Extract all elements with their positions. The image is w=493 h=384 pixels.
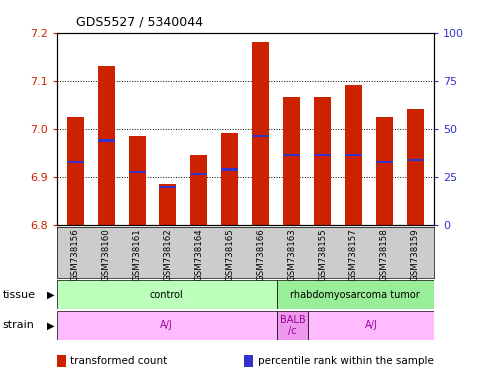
Text: strain: strain: [2, 320, 35, 331]
Text: GSM738158: GSM738158: [380, 228, 389, 281]
Text: GDS5527 / 5340044: GDS5527 / 5340044: [76, 16, 204, 29]
Bar: [98, 66, 115, 225]
Text: control: control: [150, 290, 183, 300]
Text: GSM738162: GSM738162: [164, 228, 173, 281]
Text: percentile rank within the sample: percentile rank within the sample: [258, 356, 434, 366]
Bar: [159, 184, 176, 225]
Bar: [159, 186, 176, 189]
Text: GSM738165: GSM738165: [225, 228, 234, 281]
Bar: [345, 154, 362, 156]
Bar: [190, 173, 208, 175]
Bar: [376, 117, 393, 225]
Text: BALB
/c: BALB /c: [280, 314, 305, 336]
Text: transformed count: transformed count: [70, 356, 168, 366]
Text: GSM738166: GSM738166: [256, 228, 265, 281]
Bar: [57, 311, 277, 340]
Text: GSM738155: GSM738155: [318, 228, 327, 281]
Bar: [98, 139, 115, 142]
Bar: [277, 280, 434, 309]
Text: tissue: tissue: [2, 290, 35, 300]
Bar: [407, 109, 424, 225]
Bar: [345, 86, 362, 225]
Bar: [277, 311, 308, 340]
Bar: [129, 136, 145, 225]
Text: GSM738164: GSM738164: [194, 228, 204, 281]
Bar: [190, 155, 208, 225]
Bar: [283, 154, 300, 156]
Bar: [129, 170, 145, 173]
Text: A/J: A/J: [160, 320, 173, 331]
Bar: [221, 168, 238, 170]
Text: ▶: ▶: [47, 290, 54, 300]
Text: GSM738163: GSM738163: [287, 228, 296, 281]
Bar: [314, 98, 331, 225]
Text: ▶: ▶: [47, 320, 54, 331]
Text: rhabdomyosarcoma tumor: rhabdomyosarcoma tumor: [290, 290, 420, 300]
Bar: [252, 42, 269, 225]
Text: GSM738157: GSM738157: [349, 228, 358, 281]
Text: GSM738161: GSM738161: [133, 228, 141, 281]
Bar: [57, 280, 277, 309]
Bar: [314, 154, 331, 156]
Bar: [376, 161, 393, 164]
Bar: [67, 117, 84, 225]
Bar: [283, 98, 300, 225]
Bar: [221, 134, 238, 225]
Text: GSM738160: GSM738160: [102, 228, 110, 281]
Text: GSM738156: GSM738156: [70, 228, 80, 281]
Bar: [67, 161, 84, 164]
Bar: [308, 311, 434, 340]
Bar: [252, 135, 269, 137]
Bar: [407, 159, 424, 161]
Text: A/J: A/J: [365, 320, 377, 331]
Text: GSM738159: GSM738159: [411, 228, 420, 281]
